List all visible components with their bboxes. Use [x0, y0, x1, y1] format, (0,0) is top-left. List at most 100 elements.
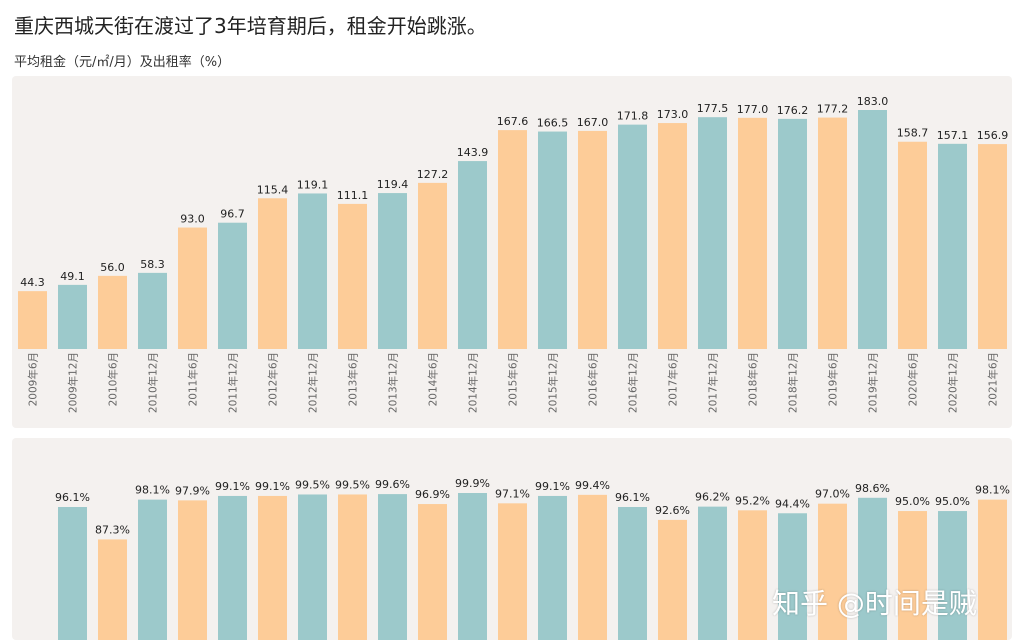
rent-value-label: 166.5 [537, 117, 569, 130]
rent-value-label: 115.4 [257, 183, 289, 196]
rent-value-label: 176.2 [777, 104, 809, 117]
rent-bar [858, 110, 887, 349]
x-tick-label: 2017年12月 [707, 352, 720, 413]
rent-bar [698, 117, 727, 349]
occupancy-bar [618, 507, 647, 640]
occupancy-value-label: 99.6% [375, 478, 410, 491]
rent-bar [658, 123, 687, 349]
rent-value-label: 177.2 [817, 103, 849, 116]
occupancy-value-label: 92.6% [655, 504, 690, 517]
occupancy-bar [698, 506, 727, 640]
occupancy-value-label: 98.1% [135, 484, 170, 497]
occupancy-bar [898, 511, 927, 640]
occupancy-bar [778, 513, 807, 640]
x-tick-label: 2015年12月 [547, 352, 560, 413]
x-tick-label: 2015年6月 [507, 352, 520, 406]
occupancy-chart: 96.1% 87.3% 98.1% 97.9% 99.1% 99.1% 99.5% 99.5%… [55, 477, 1010, 640]
x-tick-label: 2016年12月 [627, 352, 640, 413]
rent-value-label: 183.0 [857, 95, 889, 108]
occupancy-value-label: 95.0% [935, 495, 970, 508]
occupancy-value-label: 96.1% [55, 491, 90, 504]
rent-value-label: 177.0 [737, 103, 769, 116]
rent-bar [538, 131, 567, 349]
rent-bar [418, 182, 447, 349]
occupancy-value-label: 96.2% [695, 491, 730, 504]
rent-bar [978, 144, 1007, 349]
rent-bar [458, 161, 487, 349]
occupancy-value-label: 94.4% [775, 497, 810, 510]
x-tick-label: 2020年6月 [907, 352, 920, 406]
rent-value-label: 44.3 [20, 276, 45, 289]
rent-value-label: 119.4 [377, 178, 409, 191]
occupancy-bar [498, 503, 527, 640]
occupancy-value-label: 99.5% [335, 478, 370, 491]
rent-bar [338, 203, 367, 349]
rent-bar [58, 284, 87, 349]
occupancy-bar [578, 494, 607, 640]
rent-value-label: 158.7 [897, 127, 929, 140]
rent-bar [778, 118, 807, 349]
occupancy-value-label: 98.6% [855, 482, 890, 495]
occupancy-bar [938, 511, 967, 640]
x-tick-label: 2020年12月 [947, 352, 960, 413]
rent-value-label: 173.0 [657, 108, 689, 121]
rent-bar [258, 198, 287, 349]
occupancy-bar [178, 500, 207, 640]
rent-value-label: 167.6 [497, 115, 529, 128]
occupancy-value-label: 95.2% [735, 494, 770, 507]
rent-value-label: 167.0 [577, 116, 609, 129]
occupancy-value-label: 99.5% [295, 478, 330, 491]
occupancy-bar [218, 495, 247, 640]
occupancy-bar [338, 494, 367, 640]
occupancy-bar [298, 494, 327, 640]
x-tick-label: 2011年12月 [227, 352, 240, 413]
occupancy-bar [858, 497, 887, 640]
occupancy-value-label: 98.1% [975, 484, 1010, 497]
occupancy-value-label: 96.1% [615, 491, 650, 504]
rent-bar [98, 275, 127, 349]
rent-bar [618, 124, 647, 349]
occupancy-bar [418, 504, 447, 640]
x-tick-label: 2019年6月 [827, 352, 840, 406]
rent-bar [138, 272, 167, 349]
occupancy-bar [138, 499, 167, 640]
x-tick-label: 2013年6月 [347, 352, 360, 406]
x-tick-label: 2012年6月 [267, 352, 280, 406]
occupancy-bar [58, 507, 87, 640]
x-tick-label: 2014年12月 [467, 352, 480, 413]
rent-value-label: 156.9 [977, 129, 1009, 142]
rent-value-label: 177.5 [697, 102, 729, 115]
occupancy-bar [818, 503, 847, 640]
rent-bar [818, 117, 847, 349]
occupancy-bar [538, 495, 567, 640]
x-tick-label: 2016年6月 [587, 352, 600, 406]
rent-value-label: 96.7 [220, 208, 245, 221]
watermark: 知乎 @时间是贼 [772, 587, 977, 620]
x-tick-label: 2012年12月 [307, 352, 320, 413]
x-tick-label: 2018年12月 [787, 352, 800, 413]
occupancy-value-label: 97.0% [815, 488, 850, 501]
occupancy-value-label: 99.1% [255, 480, 290, 493]
rent-bar [578, 130, 607, 349]
x-tick-label: 2018年6月 [747, 352, 760, 406]
occupancy-bar [378, 494, 407, 640]
occupancy-value-label: 99.1% [215, 480, 250, 493]
occupancy-bar [978, 499, 1007, 640]
occupancy-value-label: 99.4% [575, 479, 610, 492]
x-tick-label: 2010年12月 [147, 352, 160, 413]
rent-bar [218, 222, 247, 349]
occupancy-value-label: 99.9% [455, 477, 490, 490]
rent-bar [498, 130, 527, 349]
occupancy-value-label: 97.1% [495, 487, 530, 500]
occupancy-bar [258, 495, 287, 640]
x-tick-label: 2014年6月 [427, 352, 440, 406]
occupancy-value-label: 87.3% [95, 523, 130, 536]
occupancy-bar [98, 539, 127, 640]
rent-value-label: 111.1 [337, 189, 369, 202]
rent-bar [738, 117, 767, 350]
rent-value-label: 49.1 [60, 270, 85, 283]
occupancy-value-label: 99.1% [535, 480, 570, 493]
page-title: 重庆西城天街在渡过了3年培育期后，租金开始跳涨。 [14, 14, 487, 38]
occupancy-bar [658, 519, 687, 640]
x-tick-label: 2019年12月 [867, 352, 880, 413]
